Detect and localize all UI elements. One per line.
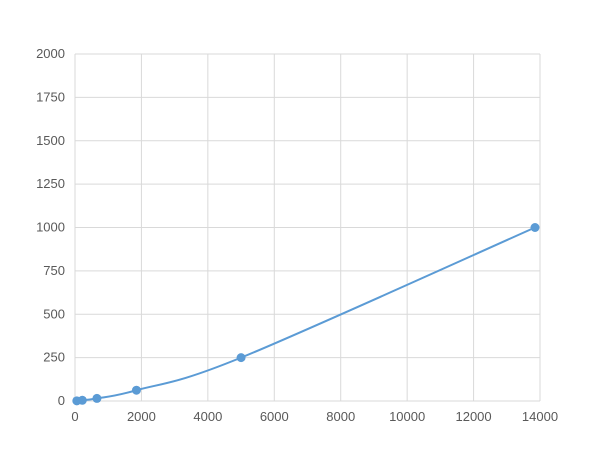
x-tick-label: 6000 xyxy=(260,409,289,424)
x-tick-label: 4000 xyxy=(193,409,222,424)
x-tick-label: 14000 xyxy=(522,409,558,424)
y-tick-label: 1000 xyxy=(36,220,65,235)
y-tick-label: 750 xyxy=(43,263,65,278)
y-tick-label: 0 xyxy=(58,393,65,408)
data-point xyxy=(236,353,246,363)
y-tick-label: 500 xyxy=(43,306,65,321)
y-tick-label: 2000 xyxy=(36,46,65,61)
x-tick-label: 12000 xyxy=(455,409,491,424)
x-tick-label: 2000 xyxy=(127,409,156,424)
x-tick-label: 8000 xyxy=(326,409,355,424)
x-tick-label: 10000 xyxy=(389,409,425,424)
data-point xyxy=(131,385,141,395)
data-point xyxy=(92,393,102,403)
x-tick-label: 0 xyxy=(71,409,78,424)
data-point xyxy=(530,223,540,232)
y-tick-label: 250 xyxy=(43,350,65,365)
y-tick-label: 1500 xyxy=(36,133,65,148)
y-tick-label: 1750 xyxy=(36,89,65,104)
y-tick-label: 1250 xyxy=(36,176,65,191)
data-point xyxy=(77,395,87,405)
